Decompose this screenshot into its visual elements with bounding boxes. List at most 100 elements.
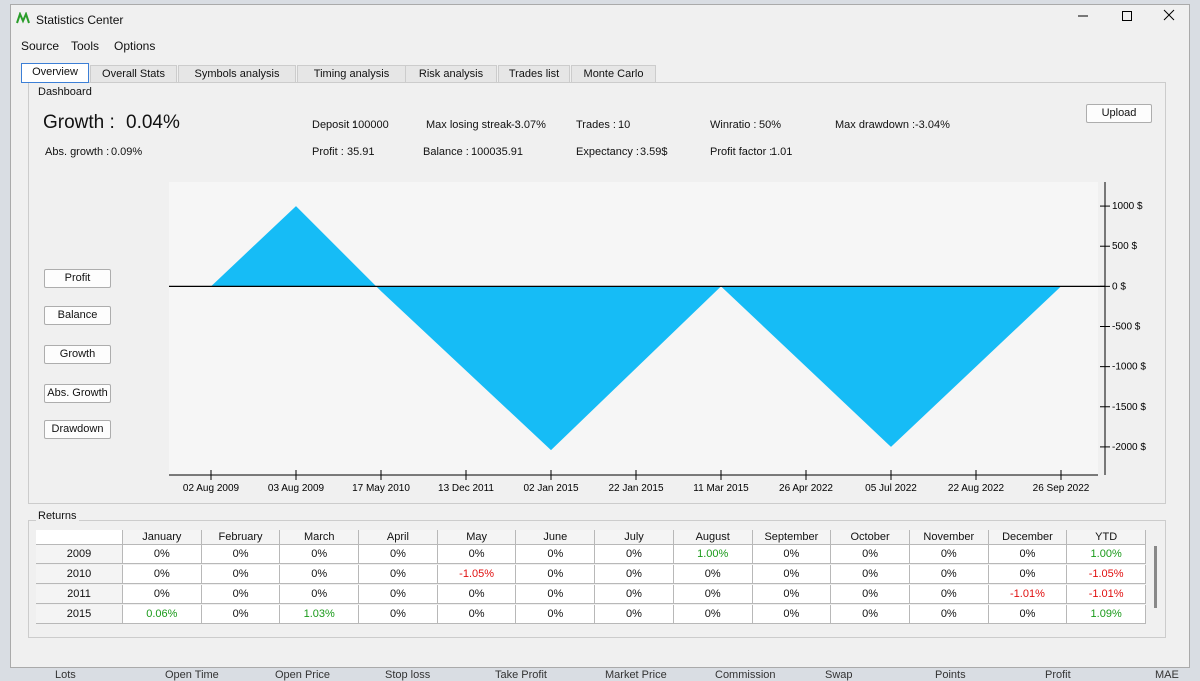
x-tick-label: 26 Apr 2022 xyxy=(779,483,833,494)
stat-label: Deposit : xyxy=(312,119,356,131)
background-column: Take Profit xyxy=(495,669,547,681)
background-column: Profit xyxy=(1045,669,1071,681)
maximize[interactable] xyxy=(1120,8,1134,22)
background-column: Lots xyxy=(55,669,76,681)
tab[interactable]: Overview xyxy=(21,63,89,83)
return-cell: 0% xyxy=(437,545,517,564)
stat-label: Trades : xyxy=(576,119,616,131)
chart-button[interactable]: Abs. Growth xyxy=(44,384,111,403)
growth-label: Growth : xyxy=(43,112,115,133)
upload-button[interactable]: Upload xyxy=(1086,104,1152,123)
return-cell: 0% xyxy=(280,565,360,584)
column-header: March xyxy=(280,530,360,545)
return-cell: 0.06% xyxy=(123,605,202,624)
app-icon xyxy=(16,11,30,24)
stat-value: 50% xyxy=(759,119,782,131)
background-column: Market Price xyxy=(605,669,667,681)
return-cell: 0% xyxy=(909,605,989,624)
menu-item[interactable]: Options xyxy=(114,39,156,53)
minimize[interactable] xyxy=(1076,8,1090,22)
row-header: 2010 xyxy=(36,565,123,584)
return-cell: 0% xyxy=(123,565,202,584)
return-cell: 0% xyxy=(831,585,910,604)
return-cell: 0% xyxy=(988,605,1068,624)
column-header: April xyxy=(359,530,438,545)
menu-item[interactable]: Tools xyxy=(71,39,100,53)
tab[interactable]: Symbols analysis xyxy=(178,65,296,83)
column-header: November xyxy=(909,530,989,545)
return-cell: 0% xyxy=(359,605,438,624)
y-tick-label: -500 $ xyxy=(1112,321,1141,332)
return-cell: 0% xyxy=(123,585,202,604)
return-cell: -1.01% xyxy=(1067,585,1146,604)
returns-panel xyxy=(28,520,1166,638)
return-cell: 0% xyxy=(201,545,281,564)
return-cell: 0% xyxy=(595,605,674,624)
stat-value: 100035.91 xyxy=(471,146,523,158)
background-column: Swap xyxy=(825,669,853,681)
column-header: October xyxy=(831,530,910,545)
return-cell: 1.00% xyxy=(1067,545,1146,564)
chart-button[interactable]: Drawdown xyxy=(44,420,111,439)
chart-button[interactable]: Balance xyxy=(44,306,111,325)
return-cell: 0% xyxy=(359,545,438,564)
column-header: July xyxy=(595,530,674,545)
logo xyxy=(16,11,30,24)
column-header: February xyxy=(201,530,281,545)
column-header: May xyxy=(437,530,517,545)
return-cell: 0% xyxy=(752,585,832,604)
return-cell: 0% xyxy=(201,585,281,604)
background-column: Commission xyxy=(715,669,776,681)
group-label: Returns xyxy=(36,510,79,522)
stat-value: 10 xyxy=(618,119,631,131)
tab[interactable]: Risk analysis xyxy=(405,65,497,83)
growth-value: 0.04% xyxy=(126,112,180,133)
background-column: Open Time xyxy=(165,669,219,681)
x-tick-label: 13 Dec 2011 xyxy=(438,483,494,494)
tab[interactable]: Monte Carlo xyxy=(571,65,656,83)
return-cell: 0% xyxy=(516,585,596,604)
return-cell: 0% xyxy=(595,565,674,584)
column-header: August xyxy=(673,530,753,545)
return-cell: 0% xyxy=(831,565,910,584)
return-cell: 0% xyxy=(595,545,674,564)
area xyxy=(211,206,1061,451)
menu-item[interactable]: Source xyxy=(21,39,60,53)
x-tick-label: 05 Jul 2022 xyxy=(865,483,917,494)
x-tick-label: 11 Mar 2015 xyxy=(693,483,749,494)
tab[interactable]: Overall Stats xyxy=(90,65,177,83)
background-column: Open Price xyxy=(275,669,331,681)
x-tick-label: 02 Aug 2009 xyxy=(183,483,240,494)
chart-button[interactable]: Profit xyxy=(44,269,111,288)
y-tick-label: -1000 $ xyxy=(1112,362,1146,373)
stat-value: 35.91 xyxy=(347,146,375,158)
stat-label: Max drawdown : xyxy=(835,119,916,131)
row-header: 2009 xyxy=(36,545,123,564)
return-cell: 0% xyxy=(280,545,360,564)
x-tick-label: 22 Aug 2022 xyxy=(948,483,1005,494)
close[interactable] xyxy=(1162,8,1176,22)
return-cell: 0% xyxy=(123,545,202,564)
x-tick-label: 26 Sep 2022 xyxy=(1033,483,1090,494)
return-cell: 0% xyxy=(909,545,989,564)
stat-label: Profit : xyxy=(312,146,344,158)
stat-label: Max losing streak : xyxy=(426,119,518,131)
tab[interactable]: Trades list xyxy=(498,65,570,83)
return-cell: 0% xyxy=(516,605,596,624)
stat-value: 3.59$ xyxy=(640,146,668,158)
return-cell: 0% xyxy=(280,585,360,604)
window-title: Statistics Center xyxy=(36,13,124,27)
y-tick-label: 0 $ xyxy=(1112,281,1126,292)
abs-growth-label: Abs. growth : xyxy=(45,146,110,158)
return-cell: 1.00% xyxy=(673,545,753,564)
return-cell: 0% xyxy=(752,545,832,564)
return-cell: 1.03% xyxy=(280,605,360,624)
chart-button[interactable]: Growth xyxy=(44,345,111,364)
return-cell: 0% xyxy=(359,585,438,604)
y-tick-label: 500 $ xyxy=(1112,241,1137,252)
return-cell: 0% xyxy=(752,605,832,624)
return-cell: 0% xyxy=(516,545,596,564)
return-cell: 0% xyxy=(201,605,281,624)
tab[interactable]: Timing analysis xyxy=(297,65,406,83)
return-cell: 0% xyxy=(673,565,753,584)
